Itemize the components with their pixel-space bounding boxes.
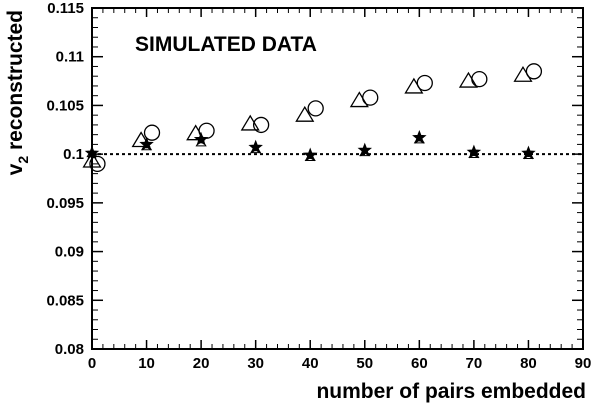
triangle-point	[295, 105, 315, 122]
triangle-point	[404, 77, 424, 94]
circle-point	[471, 70, 488, 88]
x-tick-label: 70	[466, 355, 483, 372]
star-point	[357, 142, 373, 157]
y-tick-label: 0.1	[63, 146, 84, 163]
circle-point	[252, 116, 270, 134]
circle-point	[416, 74, 433, 92]
small-triangle-point	[86, 147, 98, 158]
small-triangle-point	[250, 143, 262, 154]
x-tick-label: 0	[88, 355, 96, 372]
data-points	[82, 63, 543, 173]
triangle-point	[458, 71, 478, 88]
small-triangle-point	[195, 137, 207, 147]
y-tick-label: 0.09	[55, 244, 84, 261]
y-tick-label: 0.08	[55, 341, 84, 358]
x-axis-title: number of pairs embedded	[316, 380, 586, 403]
plot-frame	[91, 7, 584, 350]
small-triangle-point	[522, 149, 535, 160]
y-axis-title-rest: reconstructed	[4, 10, 27, 156]
star-point	[139, 136, 154, 151]
x-tick-label: 10	[138, 355, 155, 372]
y-tick-label: 0.085	[46, 292, 84, 309]
x-tick-label: 20	[193, 355, 210, 372]
triangle-point	[240, 114, 260, 131]
x-tick-label: 90	[575, 355, 592, 372]
x-tick-label: 80	[520, 355, 537, 372]
axis-ticks	[91, 7, 584, 350]
star-point	[302, 147, 318, 162]
small-triangle-point	[413, 134, 425, 144]
y-tick-label: 0.095	[46, 195, 84, 212]
simulated-data-label: SIMULATED DATA	[135, 33, 317, 56]
x-tick-label: 50	[356, 355, 373, 372]
star-point	[412, 129, 427, 144]
circle-point	[362, 89, 379, 106]
y-axis-title-subscript: 2	[15, 156, 31, 164]
triangle-point	[349, 91, 369, 108]
small-triangle-point	[468, 148, 480, 159]
y-tick-label: 0.11	[56, 49, 84, 66]
y-axis-title-main: v	[4, 163, 27, 175]
x-tick-label: 40	[302, 355, 319, 372]
triangle-point	[513, 65, 533, 82]
star-point	[84, 145, 100, 160]
small-triangle-point	[359, 146, 371, 157]
star-point	[521, 145, 536, 160]
star-point	[248, 139, 263, 154]
circle-point	[89, 155, 106, 173]
small-triangle-point	[304, 151, 316, 161]
circle-point	[525, 63, 543, 80]
circle-point	[143, 124, 161, 141]
star-point	[466, 144, 482, 159]
x-tick-label: 30	[247, 355, 264, 372]
y-tick-label: 0.105	[46, 97, 84, 114]
tick-labels: 0 10 20 30 40 50 60 70 80 90 0.08 0.085 0.09 0.095 0.1…	[46, 0, 591, 372]
y-axis-title: v2 reconstructed	[4, 10, 31, 175]
triangle-point	[82, 151, 102, 168]
small-triangle-point	[140, 140, 153, 151]
x-tick-label: 60	[411, 355, 428, 372]
circle-point	[307, 100, 324, 117]
triangle-point	[131, 131, 151, 148]
y-tick-label: 0.115	[47, 0, 84, 17]
